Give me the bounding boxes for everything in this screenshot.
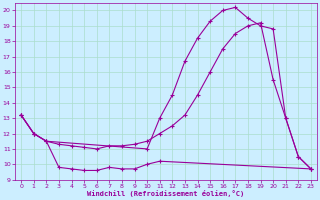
X-axis label: Windchill (Refroidissement éolien,°C): Windchill (Refroidissement éolien,°C) <box>87 190 245 197</box>
